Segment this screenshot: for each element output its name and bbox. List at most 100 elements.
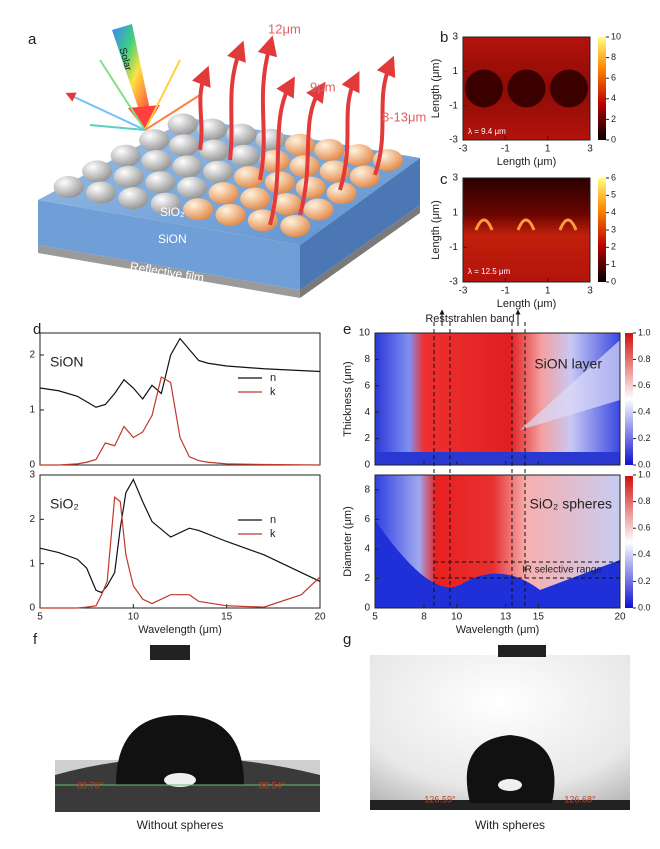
angle-label: 88.70° xyxy=(77,780,104,790)
sphere xyxy=(247,209,278,232)
colorbar-tick-label: 5 xyxy=(611,190,616,200)
y-tick-label: 4 xyxy=(364,407,370,418)
y-tick-label: 0 xyxy=(29,603,35,614)
y-tick-label: -1 xyxy=(449,242,458,253)
colorbar-tick-label: 0.2 xyxy=(638,433,651,443)
y-tick-label: 3 xyxy=(452,32,458,43)
map-bottom xyxy=(375,475,620,608)
y-tick-label: 0 xyxy=(364,460,370,471)
annotation: IR selective range xyxy=(522,565,602,576)
sphere xyxy=(280,214,311,237)
field-map xyxy=(375,520,620,608)
ray xyxy=(144,94,201,131)
y-tick-label: 6 xyxy=(364,514,370,525)
colorbar xyxy=(625,476,633,608)
label: SiO₂ xyxy=(160,205,185,219)
sphere xyxy=(110,144,141,167)
emission-arrows xyxy=(192,35,396,226)
x-tick-label: 8 xyxy=(421,612,427,623)
y-tick-label: 8 xyxy=(364,484,370,495)
colorbar-tick-label: 0.6 xyxy=(638,380,651,390)
slab-front xyxy=(38,200,300,290)
angle-label: 88.54° xyxy=(259,780,286,790)
sphere xyxy=(326,182,357,205)
x-tick-label: 3 xyxy=(587,144,593,155)
droplet xyxy=(466,735,555,803)
sphere xyxy=(172,155,203,178)
sphere xyxy=(203,160,234,183)
plot-frame xyxy=(374,332,621,466)
hotspot xyxy=(474,218,578,231)
sphere xyxy=(85,181,116,204)
sphere xyxy=(229,144,260,167)
solar-arrow xyxy=(112,24,150,113)
angle-label: 126.59° xyxy=(424,794,456,804)
sphere xyxy=(303,198,334,221)
colorbar-tick-label: 0.4 xyxy=(638,549,651,559)
x-axis-label: Length (μm) xyxy=(497,298,557,310)
caption: With spheres xyxy=(475,818,545,832)
colorbar-tick-label: 6 xyxy=(611,73,616,83)
panel-label: g xyxy=(343,631,351,648)
panel-label: e xyxy=(343,321,351,338)
annotation: SiON layer xyxy=(534,356,602,372)
y-axis-label: Length (μm) xyxy=(430,200,442,260)
colorbar xyxy=(625,333,633,465)
x-tick-label: 20 xyxy=(614,612,626,623)
arrow xyxy=(227,40,246,161)
highlight xyxy=(498,779,522,791)
arrow xyxy=(257,35,278,181)
arrow xyxy=(192,65,211,151)
colorbar-tick-label: 0.6 xyxy=(638,523,651,533)
plot-frame xyxy=(39,332,321,466)
colorbar-tick-label: 0.8 xyxy=(638,496,651,506)
x-tick-label: -1 xyxy=(501,144,510,155)
panel-label: c xyxy=(440,171,448,188)
ray xyxy=(65,92,146,131)
fan xyxy=(520,340,620,430)
droplet xyxy=(116,715,244,785)
y-axis-label: Length (μm) xyxy=(430,59,442,119)
annotation: λ = 12.5 μm xyxy=(468,267,511,276)
colorbar xyxy=(598,37,606,140)
sphere xyxy=(295,176,326,199)
series-line xyxy=(39,478,321,594)
film-layer-side xyxy=(300,205,420,298)
arrow xyxy=(268,76,295,226)
plot-frame xyxy=(462,177,591,283)
sphere-shadow xyxy=(507,69,546,108)
sphere xyxy=(208,182,239,205)
colorbar-tick-label: 6 xyxy=(611,172,616,182)
x-tick-label: -1 xyxy=(501,286,510,297)
sphere xyxy=(118,187,149,210)
series-line xyxy=(40,376,321,466)
colorbar-tick-label: 10 xyxy=(611,31,621,41)
y-tick-label: 0 xyxy=(364,603,370,614)
y-tick-label: 1 xyxy=(452,66,458,77)
sphere xyxy=(284,133,315,156)
needle xyxy=(498,645,546,657)
panel-label: f xyxy=(33,631,38,648)
needle xyxy=(150,645,190,660)
sphere-shadow xyxy=(465,69,503,108)
legend-label: k xyxy=(270,386,276,398)
y-tick-label: 6 xyxy=(364,380,370,391)
y-tick-label: 3 xyxy=(29,470,35,481)
heatmap-b: λ = 9.4 μm xyxy=(463,37,606,140)
plot-frame xyxy=(462,36,591,141)
y-tick-label: 8 xyxy=(364,354,370,365)
plot-frame xyxy=(374,474,621,609)
colorbar-tick-label: 2 xyxy=(611,114,616,124)
highlight xyxy=(164,773,196,787)
sphere xyxy=(215,203,246,226)
legend-label: n xyxy=(270,372,276,384)
colorbar-tick-label: 2 xyxy=(611,242,616,252)
heatmap-c: λ = 12.5 μm xyxy=(463,178,606,282)
colorbar-tick-label: 4 xyxy=(611,93,616,103)
slab-side xyxy=(300,158,420,290)
sphere xyxy=(169,134,200,157)
x-tick-label: -3 xyxy=(459,286,468,297)
arrow xyxy=(373,55,396,176)
sphere xyxy=(167,113,198,136)
